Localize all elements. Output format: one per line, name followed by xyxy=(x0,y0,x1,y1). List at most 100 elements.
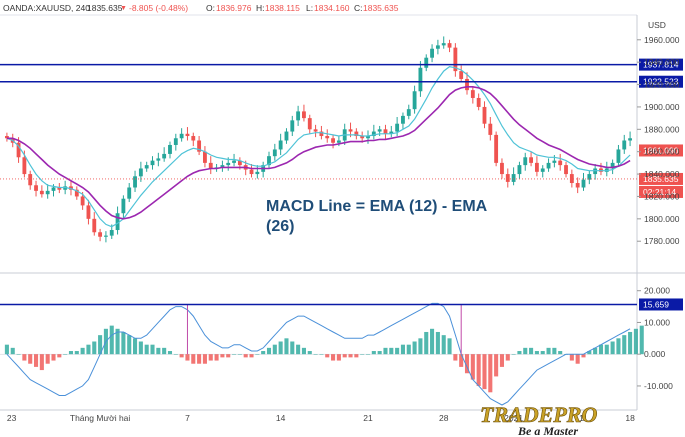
histogram-bar xyxy=(360,354,365,355)
histogram-bar xyxy=(511,354,516,355)
histogram-bar xyxy=(261,351,266,355)
candle-body xyxy=(28,174,33,186)
histogram-bar xyxy=(133,338,138,355)
histogram-bar xyxy=(628,331,633,355)
histogram-bar xyxy=(162,347,167,355)
axes: 1937.814 1922.523 1861.090 1835.635 02:21:14… xyxy=(7,35,683,423)
candle-body xyxy=(272,149,277,157)
candle-body xyxy=(389,131,394,134)
candle-body xyxy=(313,129,318,132)
macd-line xyxy=(6,302,631,406)
y-tick-label: 1820.000 xyxy=(644,191,680,201)
price-label-1861-bg xyxy=(639,144,683,157)
close-value: 1835.635 xyxy=(363,3,399,13)
x-tick-label: Tháng Mười hai xyxy=(70,413,131,423)
candle-body xyxy=(418,67,423,92)
histogram-bar xyxy=(552,347,557,355)
change-label: -8.805 (-0.48%) xyxy=(129,3,188,13)
histogram-bar xyxy=(529,347,534,355)
histogram-bar xyxy=(453,354,458,361)
histogram-bar xyxy=(406,344,411,355)
candle-body xyxy=(115,213,120,231)
candle-body xyxy=(470,90,475,98)
candle-body xyxy=(336,140,341,143)
histogram-bar xyxy=(208,354,213,361)
candle-body xyxy=(465,78,469,91)
candle-body xyxy=(237,160,242,166)
histogram-bar xyxy=(220,354,225,358)
histogram-bar xyxy=(185,354,190,361)
candle-body xyxy=(628,138,633,141)
x-tick-label: 14 xyxy=(276,413,286,423)
candle-body xyxy=(138,168,143,177)
histogram-bar xyxy=(464,354,470,374)
low-value: 1834.160 xyxy=(314,3,350,13)
candle-body xyxy=(430,48,434,58)
histogram-bar xyxy=(197,354,202,364)
histogram-bar xyxy=(435,331,440,355)
histogram-bar xyxy=(4,344,9,355)
histogram-bar xyxy=(39,354,44,371)
tradepro-logo: TRADEPRO Be a Master xyxy=(480,402,598,437)
candle-body xyxy=(505,174,510,182)
histogram-bar xyxy=(418,338,423,355)
y-tick-label: 1940.000 xyxy=(644,57,680,67)
candle-body xyxy=(558,160,563,166)
candle-body xyxy=(302,111,306,119)
histogram-bar xyxy=(534,351,539,355)
histogram-bar xyxy=(10,347,15,355)
histogram-bar xyxy=(598,344,604,355)
macd-pane[interactable] xyxy=(0,302,644,406)
candle-body xyxy=(511,174,516,182)
histogram-bar xyxy=(616,338,621,355)
histogram-bar xyxy=(290,341,295,355)
histogram-bar xyxy=(494,354,499,377)
candle-body xyxy=(185,133,190,137)
histogram-bar xyxy=(214,354,219,361)
macd-level-label-bg xyxy=(639,298,683,311)
histogram-bar xyxy=(156,347,161,355)
candle-body xyxy=(552,160,557,163)
candle-body xyxy=(34,185,38,191)
candle-body xyxy=(74,189,79,197)
histogram-bar xyxy=(63,354,68,355)
histogram-bar xyxy=(633,328,638,355)
candle-body xyxy=(232,160,236,163)
candle-body xyxy=(162,153,167,159)
candle-body xyxy=(4,136,9,139)
candle-body xyxy=(208,162,213,169)
candle-body xyxy=(45,190,50,195)
histogram-bar xyxy=(546,347,551,355)
macd-y-tick-label: 10.000 xyxy=(644,317,670,327)
candle-body xyxy=(278,140,283,150)
histogram-bar xyxy=(301,347,306,355)
histogram-bar xyxy=(604,344,609,355)
histogram-bar xyxy=(144,344,149,355)
candle-body xyxy=(622,140,627,150)
candle-body xyxy=(86,205,91,219)
candle-body xyxy=(360,136,365,139)
candle-body xyxy=(540,168,545,172)
histogram-bar xyxy=(150,344,155,355)
open-value: 1836.976 xyxy=(216,3,252,13)
x-tick-label: 7 xyxy=(185,413,190,423)
high-value: 1838.115 xyxy=(265,3,300,13)
histogram-bar xyxy=(255,354,260,355)
y-tick-label: 1800.000 xyxy=(644,214,680,224)
histogram-bar xyxy=(16,354,21,355)
candle-body xyxy=(534,162,539,172)
x-tick-label: 21 xyxy=(363,413,373,423)
histogram-bar xyxy=(121,331,126,355)
price-pane[interactable] xyxy=(0,36,637,243)
histogram-bar xyxy=(22,354,27,361)
histogram-bar xyxy=(523,347,528,355)
histogram-bar xyxy=(365,354,371,355)
histogram-bar xyxy=(383,347,388,355)
candle-body xyxy=(476,97,481,107)
currency-label: USD xyxy=(648,20,666,30)
brand-name: TRADEPRO xyxy=(480,402,597,427)
candle-body xyxy=(500,162,504,175)
histogram-bar xyxy=(33,354,39,367)
candle-body xyxy=(348,129,353,132)
histogram-bar xyxy=(68,351,74,355)
